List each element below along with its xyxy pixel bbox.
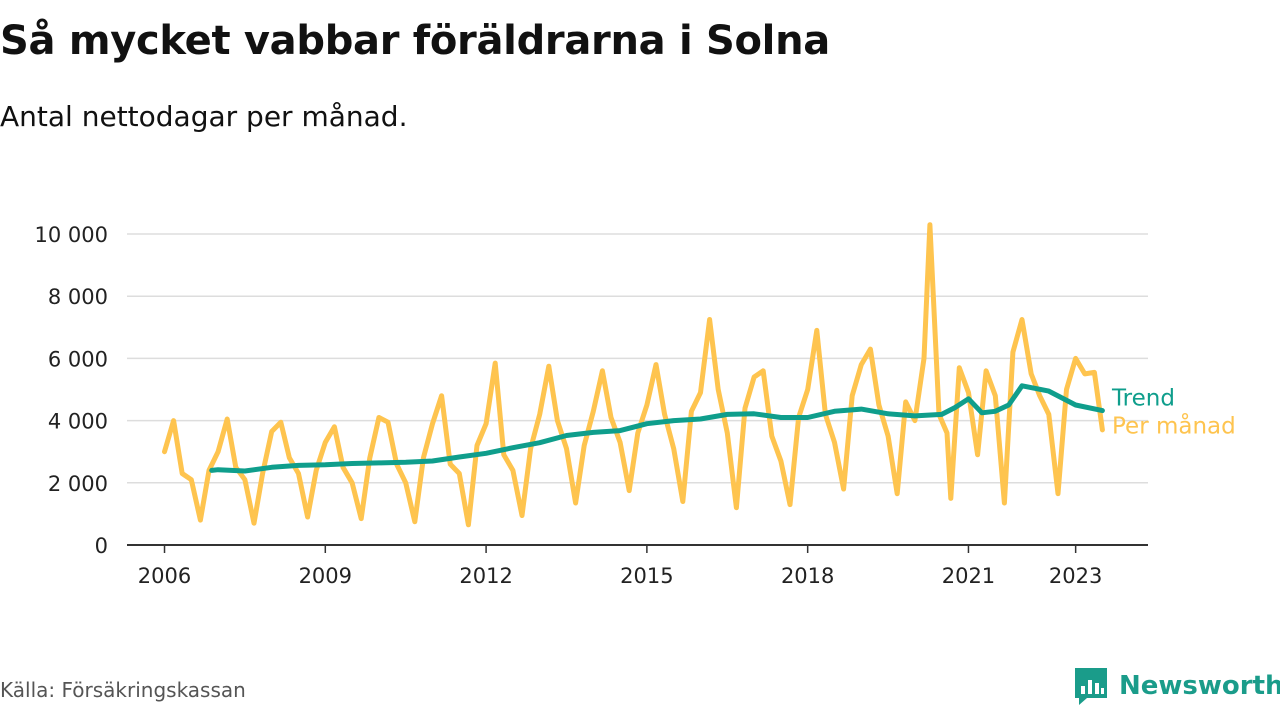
gridlines <box>127 233 1148 484</box>
brand-logo: Newsworthy <box>1073 666 1280 706</box>
y-tick-label: 4 000 <box>48 410 108 434</box>
chart-subtitle: Antal nettodagar per månad. <box>0 100 408 133</box>
x-axis-ticks: 2006 2009 2012 2015 2018 2021 2023 <box>138 545 1102 588</box>
bar-chart-speech-bubble-icon <box>1075 668 1107 705</box>
chart-title: Så mycket vabbar föräldrarna i Solna <box>0 18 830 64</box>
x-tick-label: 2009 <box>299 564 352 588</box>
series-lines <box>162 222 1105 528</box>
y-tick-label: 10 000 <box>35 223 108 247</box>
y-tick-label: 0 <box>95 534 108 558</box>
x-tick-label: 2018 <box>781 564 834 588</box>
y-tick-label: 8 000 <box>48 285 108 309</box>
source-note: Källa: Försäkringskassan <box>0 678 246 702</box>
x-tick-label: 2023 <box>1049 564 1102 588</box>
trend-label: Trend <box>1111 385 1175 411</box>
brand-name: Newsworthy <box>1119 671 1280 701</box>
x-tick-label: 2012 <box>459 564 512 588</box>
x-tick-label: 2021 <box>942 564 995 588</box>
trend-line <box>209 383 1105 474</box>
y-tick-label: 2 000 <box>48 472 108 496</box>
monthly-line <box>162 222 1105 528</box>
x-tick-label: 2015 <box>620 564 673 588</box>
y-tick-label: 6 000 <box>48 347 108 371</box>
x-tick-label: 2006 <box>138 564 191 588</box>
monthly-label: Per månad <box>1112 411 1236 439</box>
y-axis-ticks: 0 2 000 4 000 6 000 8 000 10 000 <box>35 223 108 558</box>
